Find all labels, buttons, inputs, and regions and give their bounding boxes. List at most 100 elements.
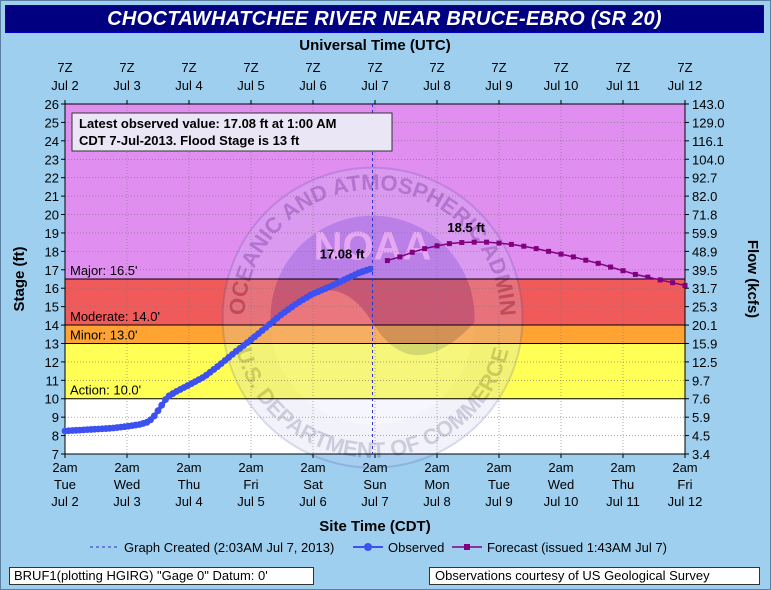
cdt-tick-date: Jul 8 xyxy=(423,494,450,509)
forecast-point xyxy=(533,246,539,252)
flow-tick-label: 15.9 xyxy=(692,336,717,351)
flow-tick-label: 25.3 xyxy=(692,300,717,315)
cdt-tick-time: 2am xyxy=(300,460,325,475)
forecast-point xyxy=(558,251,564,257)
forecast-point xyxy=(570,254,576,260)
gage-datum-note: BRUF1(plotting HGIRG) "Gage 0" Datum: 0' xyxy=(9,567,314,585)
cdt-tick-time: 2am xyxy=(238,460,263,475)
observed-value-label: 17.08 ft xyxy=(320,246,365,261)
cdt-tick-day: Wed xyxy=(548,477,575,492)
cdt-tick-date: Jul 4 xyxy=(175,494,202,509)
cdt-tick-day: Sun xyxy=(363,477,386,492)
stage-tick-label: 9 xyxy=(52,410,59,425)
cdt-tick-day: Wed xyxy=(114,477,141,492)
cdt-tick-day: Fri xyxy=(243,477,258,492)
stage-tick-label: 15 xyxy=(45,300,59,315)
flow-tick-label: 71.8 xyxy=(692,208,717,223)
stage-axis-title: Stage (ft) xyxy=(11,247,28,312)
utc-tick-time: 7Z xyxy=(243,60,258,75)
flood-stage-note: Flood Stage is 13 ft xyxy=(180,133,300,148)
cdt-tick-time: 2am xyxy=(176,460,201,475)
utc-tick-time: 7Z xyxy=(491,60,506,75)
flow-tick-label: 12.5 xyxy=(692,355,717,370)
flow-tick-label: 59.9 xyxy=(692,226,717,241)
legend-observed-label: Observed xyxy=(388,540,444,555)
cdt-tick-day: Sat xyxy=(303,477,323,492)
flow-tick-label: 129.0 xyxy=(692,115,725,130)
observed-point xyxy=(154,407,162,415)
forecast-point xyxy=(446,241,452,247)
cdt-tick-date: Jul 3 xyxy=(113,494,140,509)
forecast-point xyxy=(608,264,614,270)
cdt-tick-date: Jul 9 xyxy=(485,494,512,509)
utc-tick-date: Jul 7 xyxy=(361,78,388,93)
utc-tick-date: Jul 8 xyxy=(423,78,450,93)
cdt-tick-time: 2am xyxy=(672,460,697,475)
forecast-point xyxy=(632,271,638,277)
flood-stage-label: Action: 10.0' xyxy=(70,383,141,398)
stage-tick-label: 10 xyxy=(45,392,59,407)
cdt-tick-date: Jul 11 xyxy=(606,494,640,509)
info-line-date: CDT 7-Jul-2013. Flood Stage is 13 ft xyxy=(79,133,300,148)
stage-tick-label: 7 xyxy=(52,447,59,462)
flow-tick-label: 143.0 xyxy=(692,97,725,112)
cdt-tick-time: 2am xyxy=(548,460,573,475)
cdt-tick-date: Jul 7 xyxy=(361,494,388,509)
cdt-tick-time: 2am xyxy=(362,460,387,475)
forecast-point xyxy=(384,258,390,264)
stage-tick-label: 20 xyxy=(45,208,59,223)
info-box-bg xyxy=(71,112,393,152)
forecast-point xyxy=(508,241,514,247)
cdt-tick-date: Jul 12 xyxy=(668,494,703,509)
utc-tick-date: Jul 4 xyxy=(175,78,202,93)
flow-tick-label: 9.7 xyxy=(692,373,710,388)
utc-tick-date: Jul 10 xyxy=(544,78,579,93)
forecast-point xyxy=(645,274,651,280)
stage-tick-label: 14 xyxy=(45,318,59,333)
forecast-point xyxy=(471,239,477,245)
observed-point xyxy=(158,401,166,409)
cdt-tick-date: Jul 6 xyxy=(299,494,326,509)
cdt-tick-day: Mon xyxy=(424,477,449,492)
forecast-point xyxy=(670,280,676,286)
flow-tick-label: 39.5 xyxy=(692,263,717,278)
utc-tick-date: Jul 12 xyxy=(668,78,703,93)
utc-tick-time: 7Z xyxy=(429,60,444,75)
forecast-point xyxy=(496,240,502,246)
forecast-point xyxy=(409,249,415,255)
legend-observed-marker xyxy=(364,543,372,551)
cdt-tick-day: Tue xyxy=(488,477,510,492)
forecast-point xyxy=(595,260,601,266)
flood-stage-label: Major: 16.5' xyxy=(70,263,138,278)
flow-tick-label: 3.4 xyxy=(692,447,710,462)
observed-point xyxy=(366,265,374,273)
flood-band xyxy=(65,325,685,344)
utc-tick-date: Jul 9 xyxy=(485,78,512,93)
cdt-tick-time: 2am xyxy=(114,460,139,475)
stage-tick-label: 12 xyxy=(45,355,59,370)
utc-tick-time: 7Z xyxy=(305,60,320,75)
cdt-tick-day: Thu xyxy=(178,477,200,492)
stage-tick-label: 16 xyxy=(45,281,59,296)
cdt-tick-time: 2am xyxy=(610,460,635,475)
forecast-point xyxy=(521,243,527,249)
cdt-tick-time: 2am xyxy=(52,460,77,475)
utc-tick-date: Jul 2 xyxy=(51,78,78,93)
stage-tick-label: 24 xyxy=(45,134,59,149)
stage-tick-label: 26 xyxy=(45,97,59,112)
forecast-point xyxy=(459,240,465,246)
forecast-point xyxy=(422,246,428,252)
flow-tick-label: 116.1 xyxy=(692,134,724,149)
cdt-tick-time: 2am xyxy=(486,460,511,475)
chart-title: CHOCTAWHATCHEE RIVER NEAR BRUCE-EBRO (SR… xyxy=(107,8,662,30)
utc-tick-date: Jul 3 xyxy=(113,78,140,93)
utc-tick-date: Jul 11 xyxy=(606,78,640,93)
flow-tick-label: 48.9 xyxy=(692,244,717,259)
watermark-disc xyxy=(270,215,475,420)
title-bar: CHOCTAWHATCHEE RIVER NEAR BRUCE-EBRO (SR… xyxy=(5,5,764,33)
utc-tick-time: 7Z xyxy=(181,60,196,75)
utc-tick-time: 7Z xyxy=(57,60,72,75)
cdt-tick-date: Jul 2 xyxy=(51,494,78,509)
forecast-point xyxy=(620,268,626,274)
utc-tick-time: 7Z xyxy=(615,60,630,75)
